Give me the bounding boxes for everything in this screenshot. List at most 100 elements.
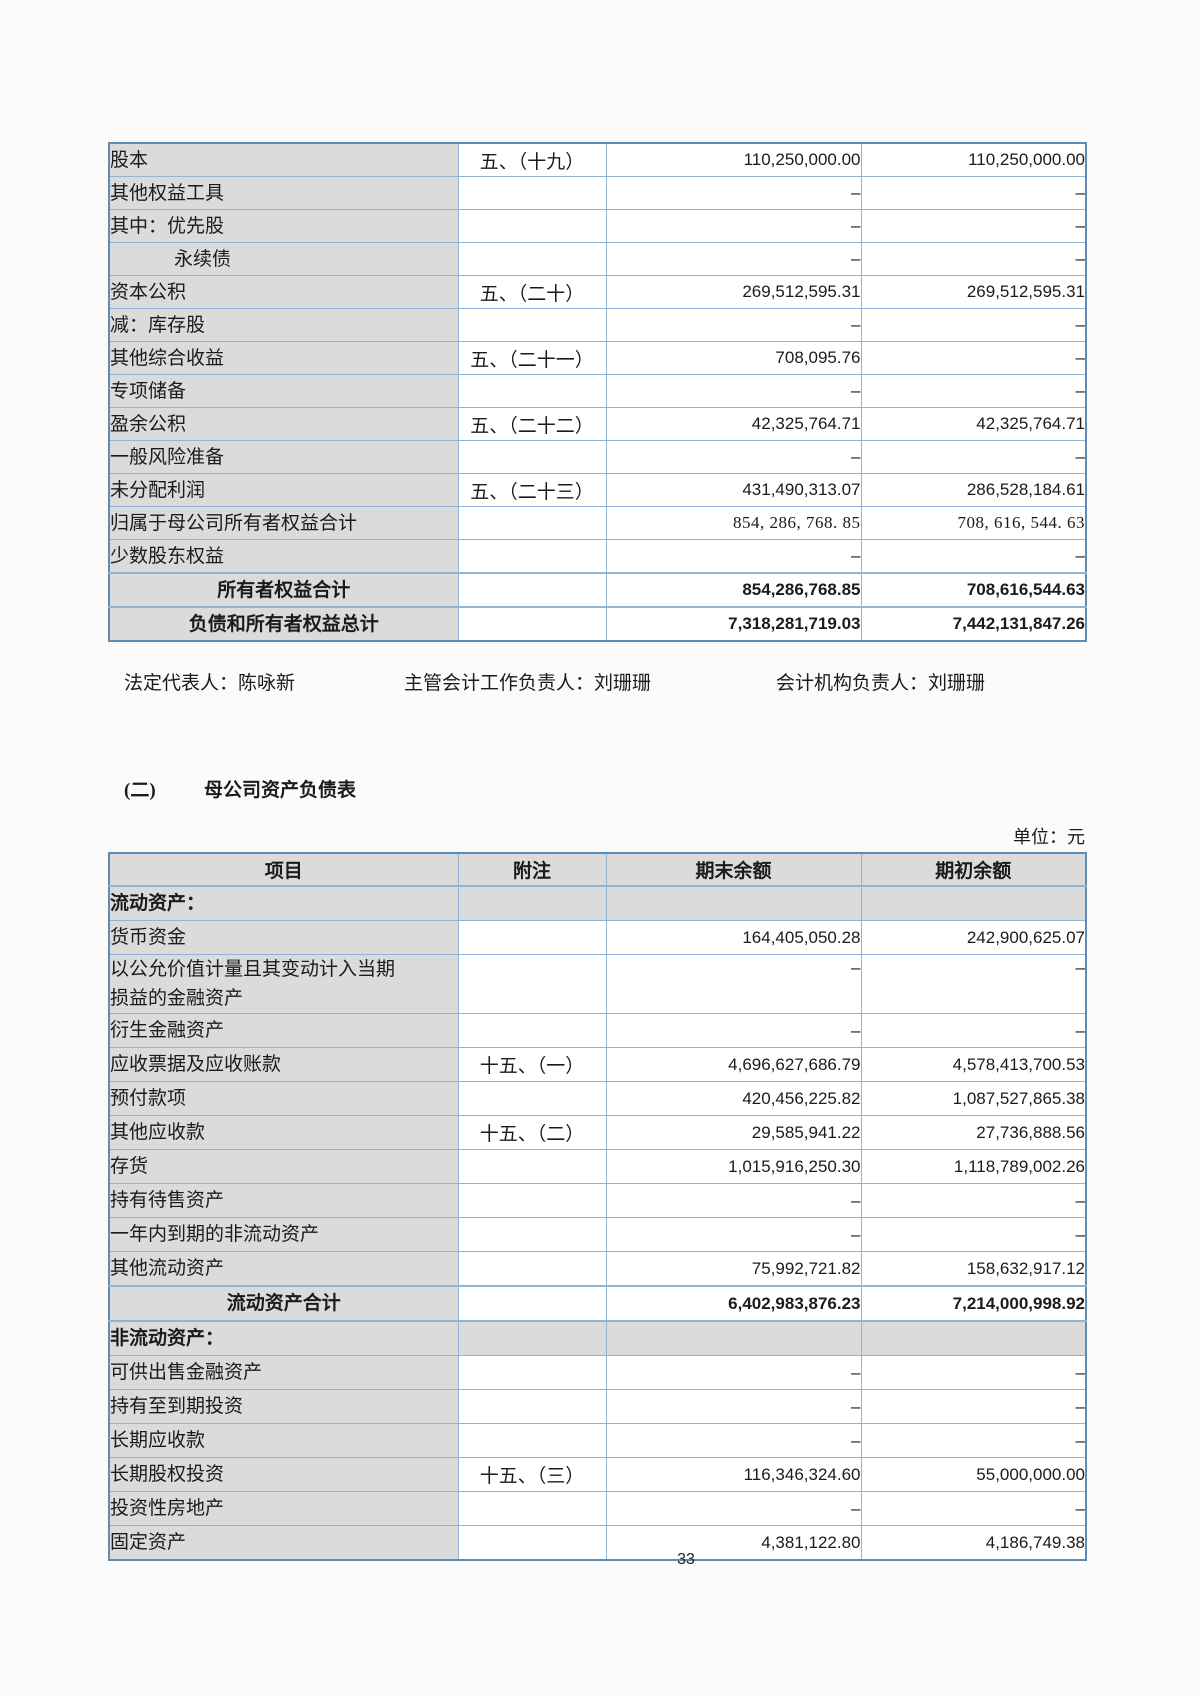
ending-balance: 420,456,225.82 [605,1081,862,1116]
item-label: 其他综合收益 [108,341,459,375]
item-label: 一年内到期的非流动资产 [108,1217,459,1252]
note-ref [457,308,607,342]
note-ref: 十五、（二） [457,1115,607,1150]
item-label: 非流动资产： [108,1320,459,1356]
item-label: 其他应收款 [108,1115,459,1150]
beginning-balance: – [860,242,1087,276]
unit-label: 单位：元 [1013,827,1085,847]
item-label: 固定资产 [108,1525,459,1561]
note-ref [457,885,607,921]
table-row: 可供出售金融资产 – – [108,1355,1087,1390]
section-title: 母公司资产负债表 [204,780,357,801]
item-label: 归属于母公司所有者权益合计 [108,506,459,540]
item-label: 股本 [108,142,459,177]
beginning-balance: 1,118,789,002.26 [860,1149,1087,1184]
beginning-balance: – [860,341,1087,375]
ending-balance: – [605,176,862,210]
beginning-balance: – [860,1491,1087,1526]
ending-balance: 75,992,721.82 [605,1251,862,1287]
ending-balance: – [605,374,862,408]
beginning-balance: 7,214,000,998.92 [860,1285,1087,1322]
beginning-balance [860,885,1087,921]
note-ref [457,1525,607,1561]
ending-balance: – [605,954,862,1014]
ending-balance: 164,405,050.28 [605,920,862,955]
note-ref [457,176,607,210]
signature-line: 法定代表人：陈咏新 主管会计工作负责人：刘珊珊 会计机构负责人：刘珊珊 [108,668,1085,696]
item-label: 减：库存股 [108,308,459,342]
beginning-balance: – [860,209,1087,243]
note-ref [457,440,607,474]
note-ref [457,606,607,642]
beginning-balance: 4,186,749.38 [860,1525,1087,1561]
accounting-org-signature: 会计机构负责人：刘珊珊 [776,673,986,694]
ending-balance: 6,402,983,876.23 [605,1285,862,1322]
col-header-item: 项目 [108,852,459,887]
item-label: 以公允价值计量且其变动计入当期 损益的金融资产 [108,954,459,1014]
note-ref: 五、（二十） [457,275,607,309]
ending-balance: – [605,1013,862,1048]
table-row: 以公允价值计量且其变动计入当期 损益的金融资产 – – [108,954,1087,1014]
note-ref [457,1320,607,1356]
beginning-balance [860,1320,1087,1356]
item-label: 投资性房地产 [108,1491,459,1526]
beginning-balance: 269,512,595.31 [860,275,1087,309]
section-row: 流动资产： [108,885,1087,921]
item-label: 衍生金融资产 [108,1013,459,1048]
beginning-balance: – [860,374,1087,408]
table-row: 未分配利润 五、（二十三） 431,490,313.07 286,528,184.61 [108,473,1087,507]
beginning-balance: – [860,954,1087,1014]
note-ref [457,572,607,608]
ending-balance: – [605,1491,862,1526]
item-label: 长期股权投资 [108,1457,459,1492]
note-ref [457,1389,607,1424]
table-row: 货币资金 164,405,050.28 242,900,625.07 [108,920,1087,955]
beginning-balance: 4,578,413,700.53 [860,1047,1087,1082]
chief-accountant-signature: 主管会计工作负责人：刘珊珊 [404,673,652,694]
table-row: 其他流动资产 75,992,721.82 158,632,917.12 [108,1251,1087,1287]
ending-balance: – [605,539,862,574]
beginning-balance: 242,900,625.07 [860,920,1087,955]
table-row: 其他应收款 十五、（二） 29,585,941.22 27,736,888.56 [108,1115,1087,1150]
beginning-balance: 708, 616, 544. 63 [860,506,1087,540]
item-label: 流动资产合计 [108,1285,459,1322]
item-label: 其中：优先股 [108,209,459,243]
note-ref [457,1355,607,1390]
ending-balance: 854, 286, 768. 85 [605,506,862,540]
item-label: 长期应收款 [108,1423,459,1458]
ending-balance: 116,346,324.60 [605,1457,862,1492]
item-label: 盈余公积 [108,407,459,441]
note-ref: 十五、（一） [457,1047,607,1082]
note-ref [457,1491,607,1526]
ending-balance: 7,318,281,719.03 [605,606,862,642]
equity-table-body: 股本 五、（十九） 110,250,000.00 110,250,000.00 其他权益… [108,142,1087,642]
note-ref [457,1251,607,1287]
note-ref: 五、（二十一） [457,341,607,375]
ending-balance: – [605,1355,862,1390]
beginning-balance: – [860,308,1087,342]
header-row: 项目 附注 期末余额 期初余额 [108,852,1087,887]
item-label: 未分配利润 [108,473,459,507]
beginning-balance: 42,325,764.71 [860,407,1087,441]
ending-balance: 4,381,122.80 [605,1525,862,1561]
table-row: 衍生金融资产 – – [108,1013,1087,1048]
beginning-balance: 110,250,000.00 [860,142,1087,177]
item-label: 资本公积 [108,275,459,309]
total-row: 流动资产合计 6,402,983,876.23 7,214,000,998.92 [108,1285,1087,1322]
item-label: 持有待售资产 [108,1183,459,1218]
table-row: 专项储备 – – [108,374,1087,408]
ending-balance: 110,250,000.00 [605,142,862,177]
note-ref [457,506,607,540]
note-ref [457,1217,607,1252]
note-ref [457,1149,607,1184]
beginning-balance: 27,736,888.56 [860,1115,1087,1150]
ending-balance: 431,490,313.07 [605,473,862,507]
ending-balance: – [605,1217,862,1252]
item-label: 应收票据及应收账款 [108,1047,459,1082]
total-row: 负债和所有者权益总计 7,318,281,719.03 7,442,131,847.… [108,606,1087,642]
ending-balance: – [605,440,862,474]
note-ref [457,539,607,574]
item-label: 其他权益工具 [108,176,459,210]
item-label: 永续债 [108,242,459,276]
table-row: 长期股权投资 十五、（三） 116,346,324.60 55,000,000.00 [108,1457,1087,1492]
